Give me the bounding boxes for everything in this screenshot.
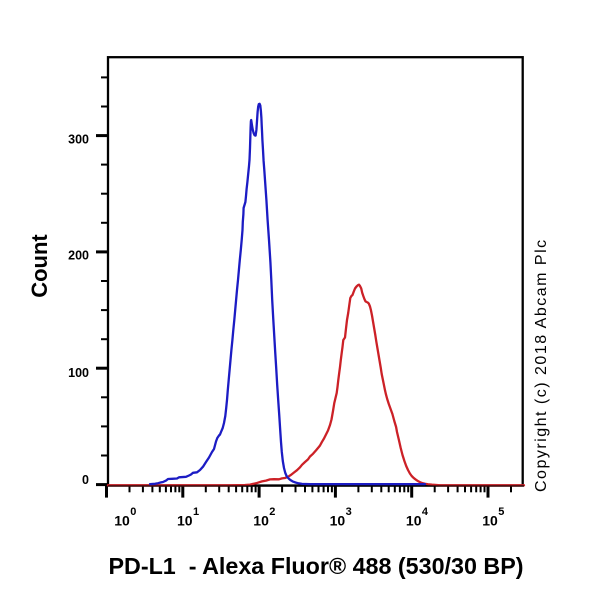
svg-text:10: 10 <box>482 513 498 529</box>
svg-text:2: 2 <box>269 506 275 518</box>
svg-text:100: 100 <box>68 366 89 380</box>
svg-text:10: 10 <box>114 513 130 529</box>
svg-text:PD-L1 - Alexa Fluor® 488 (530: PD-L1 - Alexa Fluor® 488 (530/30 BP) <box>108 553 523 579</box>
svg-text:Copyright (c) 2018 Abcam Plc: Copyright (c) 2018 Abcam Plc <box>533 238 550 492</box>
svg-text:10: 10 <box>330 513 346 529</box>
svg-text:5: 5 <box>498 506 504 518</box>
svg-text:0: 0 <box>130 506 136 518</box>
svg-text:10: 10 <box>253 513 269 529</box>
svg-text:300: 300 <box>68 133 89 147</box>
svg-text:10: 10 <box>177 513 193 529</box>
svg-text:4: 4 <box>422 506 429 518</box>
svg-text:200: 200 <box>68 249 89 263</box>
svg-text:1: 1 <box>193 506 199 518</box>
svg-text:3: 3 <box>346 506 352 518</box>
svg-text:Count: Count <box>27 234 52 298</box>
svg-text:10: 10 <box>406 513 422 529</box>
svg-text:0: 0 <box>82 473 89 487</box>
